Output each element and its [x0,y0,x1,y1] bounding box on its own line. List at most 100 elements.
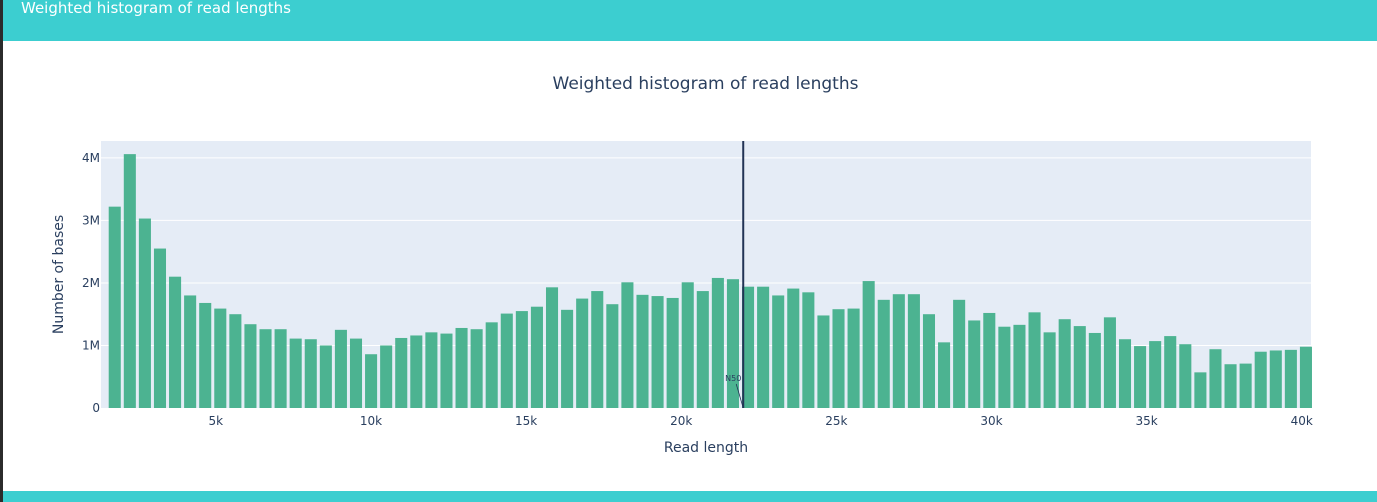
histogram-bar [1194,372,1207,408]
histogram-bar [319,345,332,408]
histogram-bar [561,309,574,408]
histogram-bar [1239,363,1252,408]
y-axis-title: Number of bases [51,215,67,334]
histogram-bar [998,326,1011,408]
histogram-bar [184,295,197,408]
histogram-bar [757,286,770,408]
histogram-bar [530,306,543,408]
header-title: Weighted histogram of read lengths [21,0,291,17]
histogram-bar [1134,346,1147,408]
histogram-bar [515,311,528,408]
histogram-bar [289,338,302,408]
y-tick-label: 1M [82,338,100,352]
n50-label: N50 [725,374,741,383]
histogram-bar [1088,332,1101,408]
histogram-bar [108,206,121,408]
histogram-bar [365,354,378,408]
histogram-bar [983,312,996,408]
histogram-bar [651,296,664,408]
histogram-bar [681,282,694,408]
histogram-bar [440,333,453,408]
histogram-bar [787,288,800,408]
histogram-bar [711,277,724,408]
histogram-bar [606,304,619,408]
histogram-bar [1013,324,1026,408]
footer-bar [3,491,1377,502]
x-tick-label: 40k [1291,414,1313,428]
chart-title: Weighted histogram of read lengths [552,74,859,94]
histogram-bar [576,298,589,408]
x-tick-label: 15k [515,414,537,428]
histogram-bar [636,294,649,408]
n50-marker: N50 [725,141,745,409]
histogram-bar [244,324,257,408]
histogram-bar [1073,326,1086,408]
histogram-bar [1224,364,1237,408]
histogram-bar [1164,336,1177,408]
histogram-bar [772,295,785,408]
histogram-bar [410,335,423,408]
histogram-bar [922,314,936,408]
x-tick-label: 25k [825,414,847,428]
histogram-bar [169,276,182,408]
x-tick-label: 5k [208,414,223,428]
histogram-bar [485,322,498,408]
x-axis-title: Read length [664,440,748,456]
histogram-bar [395,337,408,408]
x-axis-ticks: 5k 10k 15k 20k 25k 30k 35k 40k [208,414,1312,428]
histogram-bar [1284,349,1297,408]
histogram-bar [1209,349,1222,408]
histogram-bar [742,286,755,408]
y-tick-label: 3M [82,213,100,227]
histogram-bar [259,329,272,408]
window-left-edge [0,0,3,502]
x-tick-label: 30k [980,414,1002,428]
histogram-bar [877,299,890,408]
histogram-bar [1179,344,1192,408]
histogram-bar [425,332,438,408]
histogram-bar [334,329,347,408]
header-bar: Weighted histogram of read lengths [3,0,1377,41]
x-tick-label: 20k [670,414,692,428]
histogram-bar [892,294,905,408]
x-tick-label: 10k [360,414,382,428]
histogram-bar [953,299,966,408]
n50-arrow [735,383,744,409]
y-tick-label: 4M [82,151,100,165]
histogram-bar [1299,346,1312,408]
histogram-bar [470,329,483,408]
histogram-bar [696,291,709,408]
histogram-bar [591,291,604,408]
histogram-bar [1043,332,1056,408]
bars-group [108,154,1312,408]
histogram-bar [1103,317,1116,408]
y-tick-label: 2M [82,276,100,290]
histogram-bar [274,329,287,408]
histogram-bar [380,345,393,408]
histogram-bar [1269,350,1282,408]
histogram-bar [817,315,830,408]
histogram-bar [349,338,363,408]
histogram-bar [304,339,317,408]
histogram-bar [1028,312,1041,408]
histogram-bar [1058,319,1071,408]
histogram-bar [545,287,559,408]
histogram-bar [1254,351,1267,408]
histogram-bar [802,292,815,408]
histogram-bar [666,297,679,408]
histogram-bar [726,279,739,408]
histogram-bar [153,248,167,408]
histogram-bar [938,342,951,408]
histogram-bar [907,294,920,408]
y-axis-ticks: 0 1M 2M 3M 4M [82,151,100,415]
histogram-bar [832,309,845,408]
histogram-bar [138,218,151,408]
histogram-bar [1118,339,1132,408]
x-tick-label: 35k [1135,414,1157,428]
histogram-bar [1149,341,1162,408]
histogram-bar [199,302,212,408]
histogram-bar [455,327,468,408]
histogram-bar [847,308,860,408]
histogram-bar [123,154,136,408]
